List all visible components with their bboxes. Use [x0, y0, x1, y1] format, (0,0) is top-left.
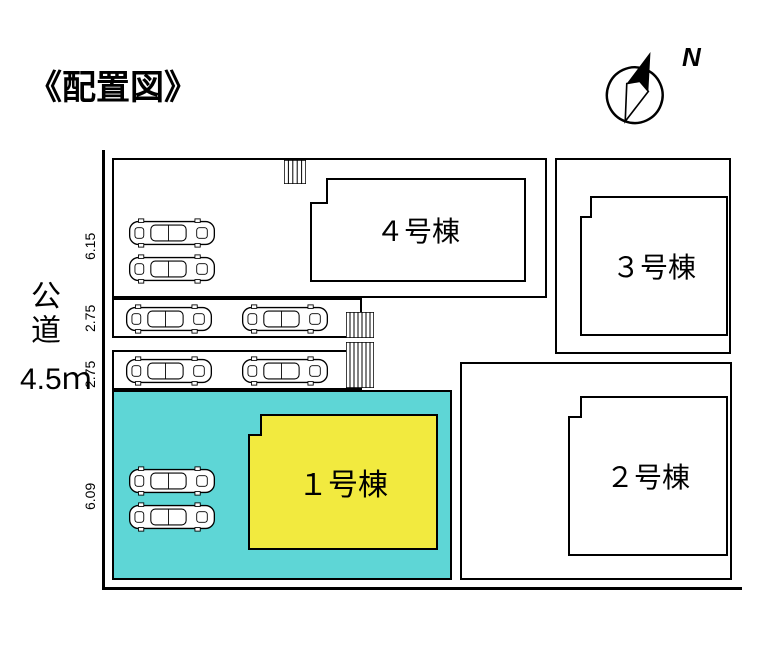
dimension-label: 6.09 [82, 483, 98, 510]
building-label-b1: １号棟 [298, 460, 388, 504]
building-label-b4: ４号棟 [376, 210, 460, 250]
road-label: 公道 4.5ｍ [20, 280, 92, 398]
car-icon [122, 304, 216, 339]
compass: N [596, 48, 678, 135]
car-icon [238, 356, 332, 391]
door-notch [568, 396, 582, 418]
dimension-label: 2.75 [82, 305, 98, 332]
building-b3: ３号棟 [580, 196, 728, 336]
building-label-b3: ３号棟 [612, 246, 696, 286]
building-b2: ２号棟 [568, 396, 728, 556]
stairs-icon [346, 342, 374, 393]
stairs-icon [346, 312, 374, 343]
building-label-b2: ２号棟 [606, 456, 690, 496]
door-notch [310, 178, 328, 204]
door-notch [580, 196, 592, 218]
building-b4: ４号棟 [310, 178, 526, 282]
car-icon [125, 502, 219, 537]
diagram-title: 《配置図》 [28, 60, 198, 109]
car-icon [125, 466, 219, 501]
stairs-icon [284, 160, 306, 189]
dimension-label: 2.75 [82, 361, 98, 388]
car-icon [122, 356, 216, 391]
car-icon [125, 254, 219, 289]
car-icon [125, 218, 219, 253]
car-icon [238, 304, 332, 339]
building-b1: １号棟 [248, 414, 438, 550]
dimension-label: 6.15 [82, 233, 98, 260]
door-notch [248, 414, 262, 436]
